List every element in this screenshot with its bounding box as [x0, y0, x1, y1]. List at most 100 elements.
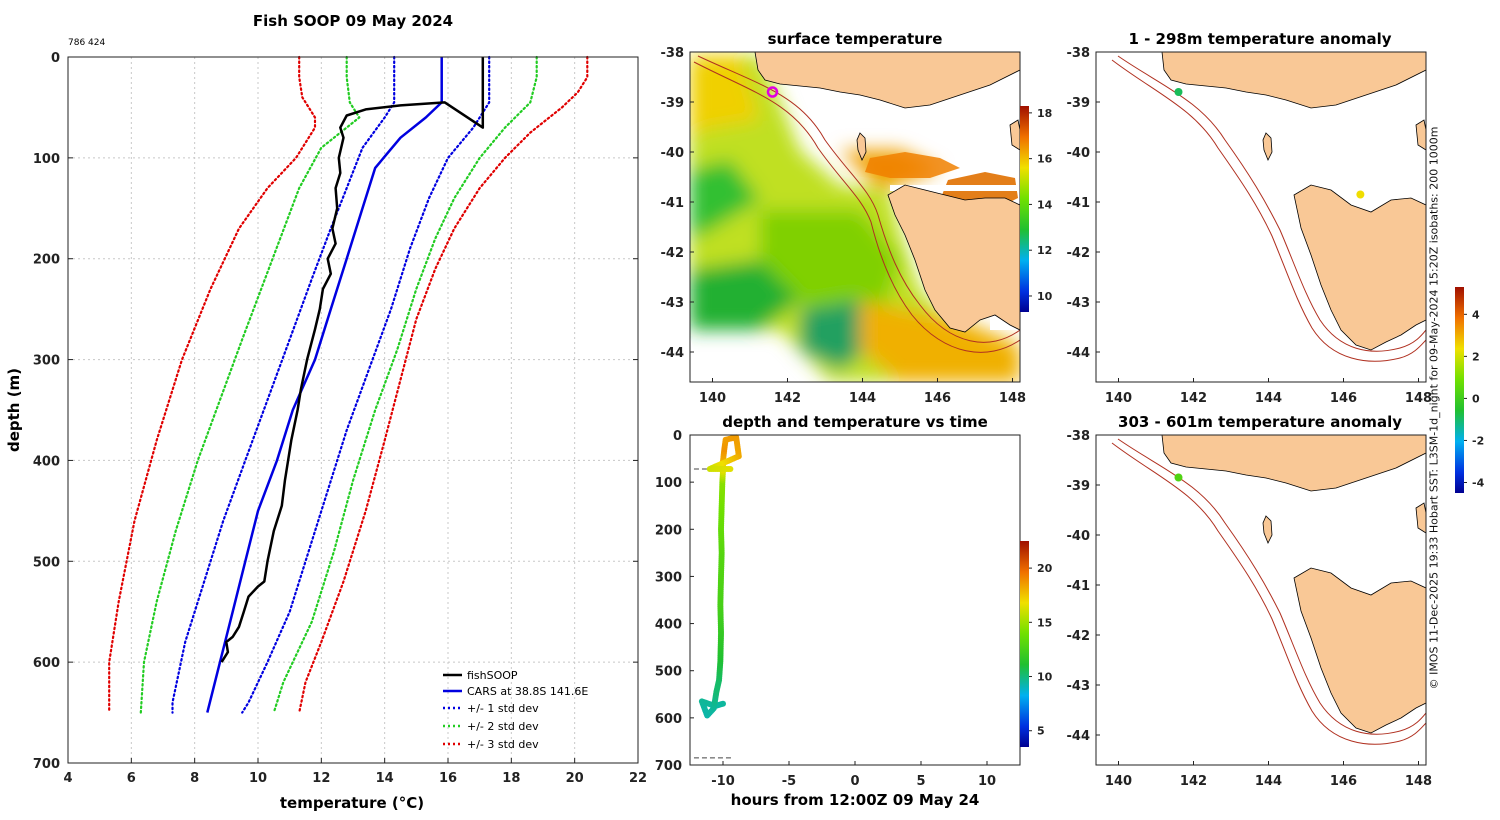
profile-x-tick-label: 4	[63, 771, 72, 786]
profile-x-tick-label: 22	[629, 771, 647, 786]
anomaly-deep-isobath-1000	[1111, 442, 1426, 745]
anomaly-shallow-panel: 1 - 298m temperature anomaly 140 142 144 14…	[1067, 30, 1433, 406]
time-y-tick-label: 300	[655, 570, 682, 585]
anomaly-deep-kingisland	[1262, 515, 1273, 544]
sst-colorbar	[1020, 106, 1029, 312]
sst-y-tick-label: -41	[661, 196, 685, 211]
anomaly-deep-y-tick-label: -42	[1067, 629, 1091, 644]
anomaly-deep-x-tick-label: 142	[1180, 774, 1207, 789]
profile-y-tick-label: 300	[33, 354, 60, 369]
profile-y-tick-label: 400	[33, 454, 60, 469]
anomaly-shallow-tasmania	[1293, 184, 1426, 351]
anomaly-deep-y-tick-label: -44	[1067, 729, 1091, 744]
profile-y-tick-label: 200	[33, 253, 60, 268]
anomaly-shallow-isobath-1000	[1111, 59, 1426, 362]
sst-y-tick-label: -38	[661, 46, 685, 61]
sst-y-tick-label: -42	[661, 246, 685, 261]
sst-x-tick-label: 140	[699, 391, 726, 406]
time-y-tick-label: 600	[655, 712, 682, 727]
anomaly-shallow-x-tick-label: 142	[1180, 391, 1207, 406]
anomaly-shallow-map	[1096, 52, 1426, 382]
profile-y-tick-label: 700	[33, 757, 60, 772]
anomaly-colorbar-tick-label: -2	[1472, 434, 1484, 447]
profile-title: Fish SOOP 09 May 2024	[253, 12, 453, 30]
profile-series-line	[206, 57, 443, 713]
anomaly-deep-map	[1096, 435, 1426, 765]
anomaly-colorbar-group: -4 -2 0 2 4	[1455, 287, 1485, 493]
profile-y-tick-label: 100	[33, 152, 60, 167]
profile-x-tick-label: 18	[502, 771, 520, 786]
sst-colorbar-tick-label: 16	[1037, 153, 1053, 166]
time-colorbar-tick-label: 5	[1037, 725, 1045, 738]
time-xlabel: hours from 12:00Z 09 May 24	[731, 791, 980, 809]
time-point	[727, 465, 734, 472]
anomaly-deep-title: 303 - 601m temperature anomaly	[1118, 413, 1402, 431]
sst-tasmania	[887, 184, 1020, 333]
anomaly-shallow-y-tick-label: -42	[1067, 246, 1091, 261]
anomaly-shallow-y-tick-label: -39	[1067, 96, 1091, 111]
profile-series-line	[272, 55, 538, 714]
sst-title: surface temperature	[768, 30, 943, 48]
sst-colorbar-tick-label: 14	[1037, 198, 1053, 211]
time-colorbar-tick-label: 10	[1037, 671, 1053, 684]
sst-gap-bass	[890, 185, 1020, 191]
anomaly-shallow-axes-box	[1095, 51, 1427, 383]
anomaly-deep-x-tick-label: 140	[1105, 774, 1132, 789]
sst-y-tick-label: -39	[661, 96, 685, 111]
profile-x-tick-label: 20	[566, 771, 584, 786]
profile-series-line	[220, 57, 485, 663]
profile-x-tick-label: 6	[127, 771, 136, 786]
profile-gridlines	[67, 56, 639, 764]
anomaly-deep-y-tick-label: -39	[1067, 479, 1091, 494]
sst-map	[690, 52, 1020, 382]
sst-colorbar-ticks: 10 12 14 16 18	[1029, 107, 1053, 303]
anomaly-deep-y-tick-label: -40	[1067, 529, 1091, 544]
anomaly-colorbar	[1455, 287, 1464, 493]
profile-series-line	[241, 55, 491, 714]
time-y-tick-label: 0	[673, 429, 682, 444]
anomaly-shallow-isobath-200	[1117, 55, 1426, 352]
sst-colorbar-tick-label: 12	[1037, 244, 1052, 257]
time-x-tick-label: 10	[978, 774, 996, 789]
anomaly-shallow-y-tick-label: -40	[1067, 146, 1091, 161]
profile-xlabel: temperature (°C)	[280, 794, 424, 812]
profile-x-tick-label: 16	[439, 771, 457, 786]
anomaly-deep-y-tick-label: -38	[1067, 429, 1091, 444]
sst-ticks: 140 142 144 146 148 -38 -39 -40 -41 -42 -43 -44	[661, 46, 1027, 406]
profile-x-tick-label: 10	[249, 771, 267, 786]
sst-x-tick-label: 144	[849, 391, 876, 406]
time-x-tick-label: -10	[711, 774, 735, 789]
sst-flinders	[1009, 119, 1020, 151]
sst-gap-south	[690, 335, 700, 382]
anomaly-shallow-point	[1174, 88, 1183, 96]
profile-x-tick-label: 12	[312, 771, 330, 786]
time-y-tick-label: 100	[655, 476, 682, 491]
profile-legend: fishSOOP CARS at 38.8S 141.6E +/- 1 std …	[443, 669, 588, 751]
time-x-tick-label: 5	[916, 774, 925, 789]
anomaly-shallow-x-tick-label: 148	[1405, 391, 1432, 406]
sst-x-tick-label: 146	[924, 391, 951, 406]
profile-series	[108, 55, 589, 714]
anomaly-shallow-x-tick-label: 144	[1255, 391, 1282, 406]
anomaly-colorbar-ticks: -4 -2 0 2 4	[1464, 308, 1485, 489]
profile-ylabel: depth (m)	[5, 368, 23, 452]
profile-x-tick-label: 14	[376, 771, 394, 786]
anomaly-colorbar-tick-label: -4	[1472, 476, 1485, 489]
anomaly-shallow-mainland	[1161, 52, 1426, 109]
sst-x-tick-label: 148	[999, 391, 1026, 406]
time-colorbar-tick-label: 20	[1037, 562, 1053, 575]
anomaly-shallow-y-tick-label: -44	[1067, 346, 1091, 361]
time-title: depth and temperature vs time	[722, 413, 988, 431]
anomaly-deep-x-tick-label: 146	[1330, 774, 1357, 789]
anomaly-deep-isobath-200	[1117, 438, 1426, 735]
anomaly-deep-tasmania	[1293, 567, 1426, 734]
sst-isobath-200	[697, 55, 1020, 343]
anomaly-shallow-y-tick-label: -43	[1067, 296, 1091, 311]
sst-field	[690, 55, 1020, 382]
sst-kingisland	[856, 132, 867, 161]
sst-colorbar-tick-label: 10	[1037, 290, 1053, 303]
anomaly-colorbar-tick-label: 4	[1472, 308, 1480, 321]
profile-series-line	[171, 55, 396, 714]
anomaly-deep-x-tick-label: 148	[1405, 774, 1432, 789]
